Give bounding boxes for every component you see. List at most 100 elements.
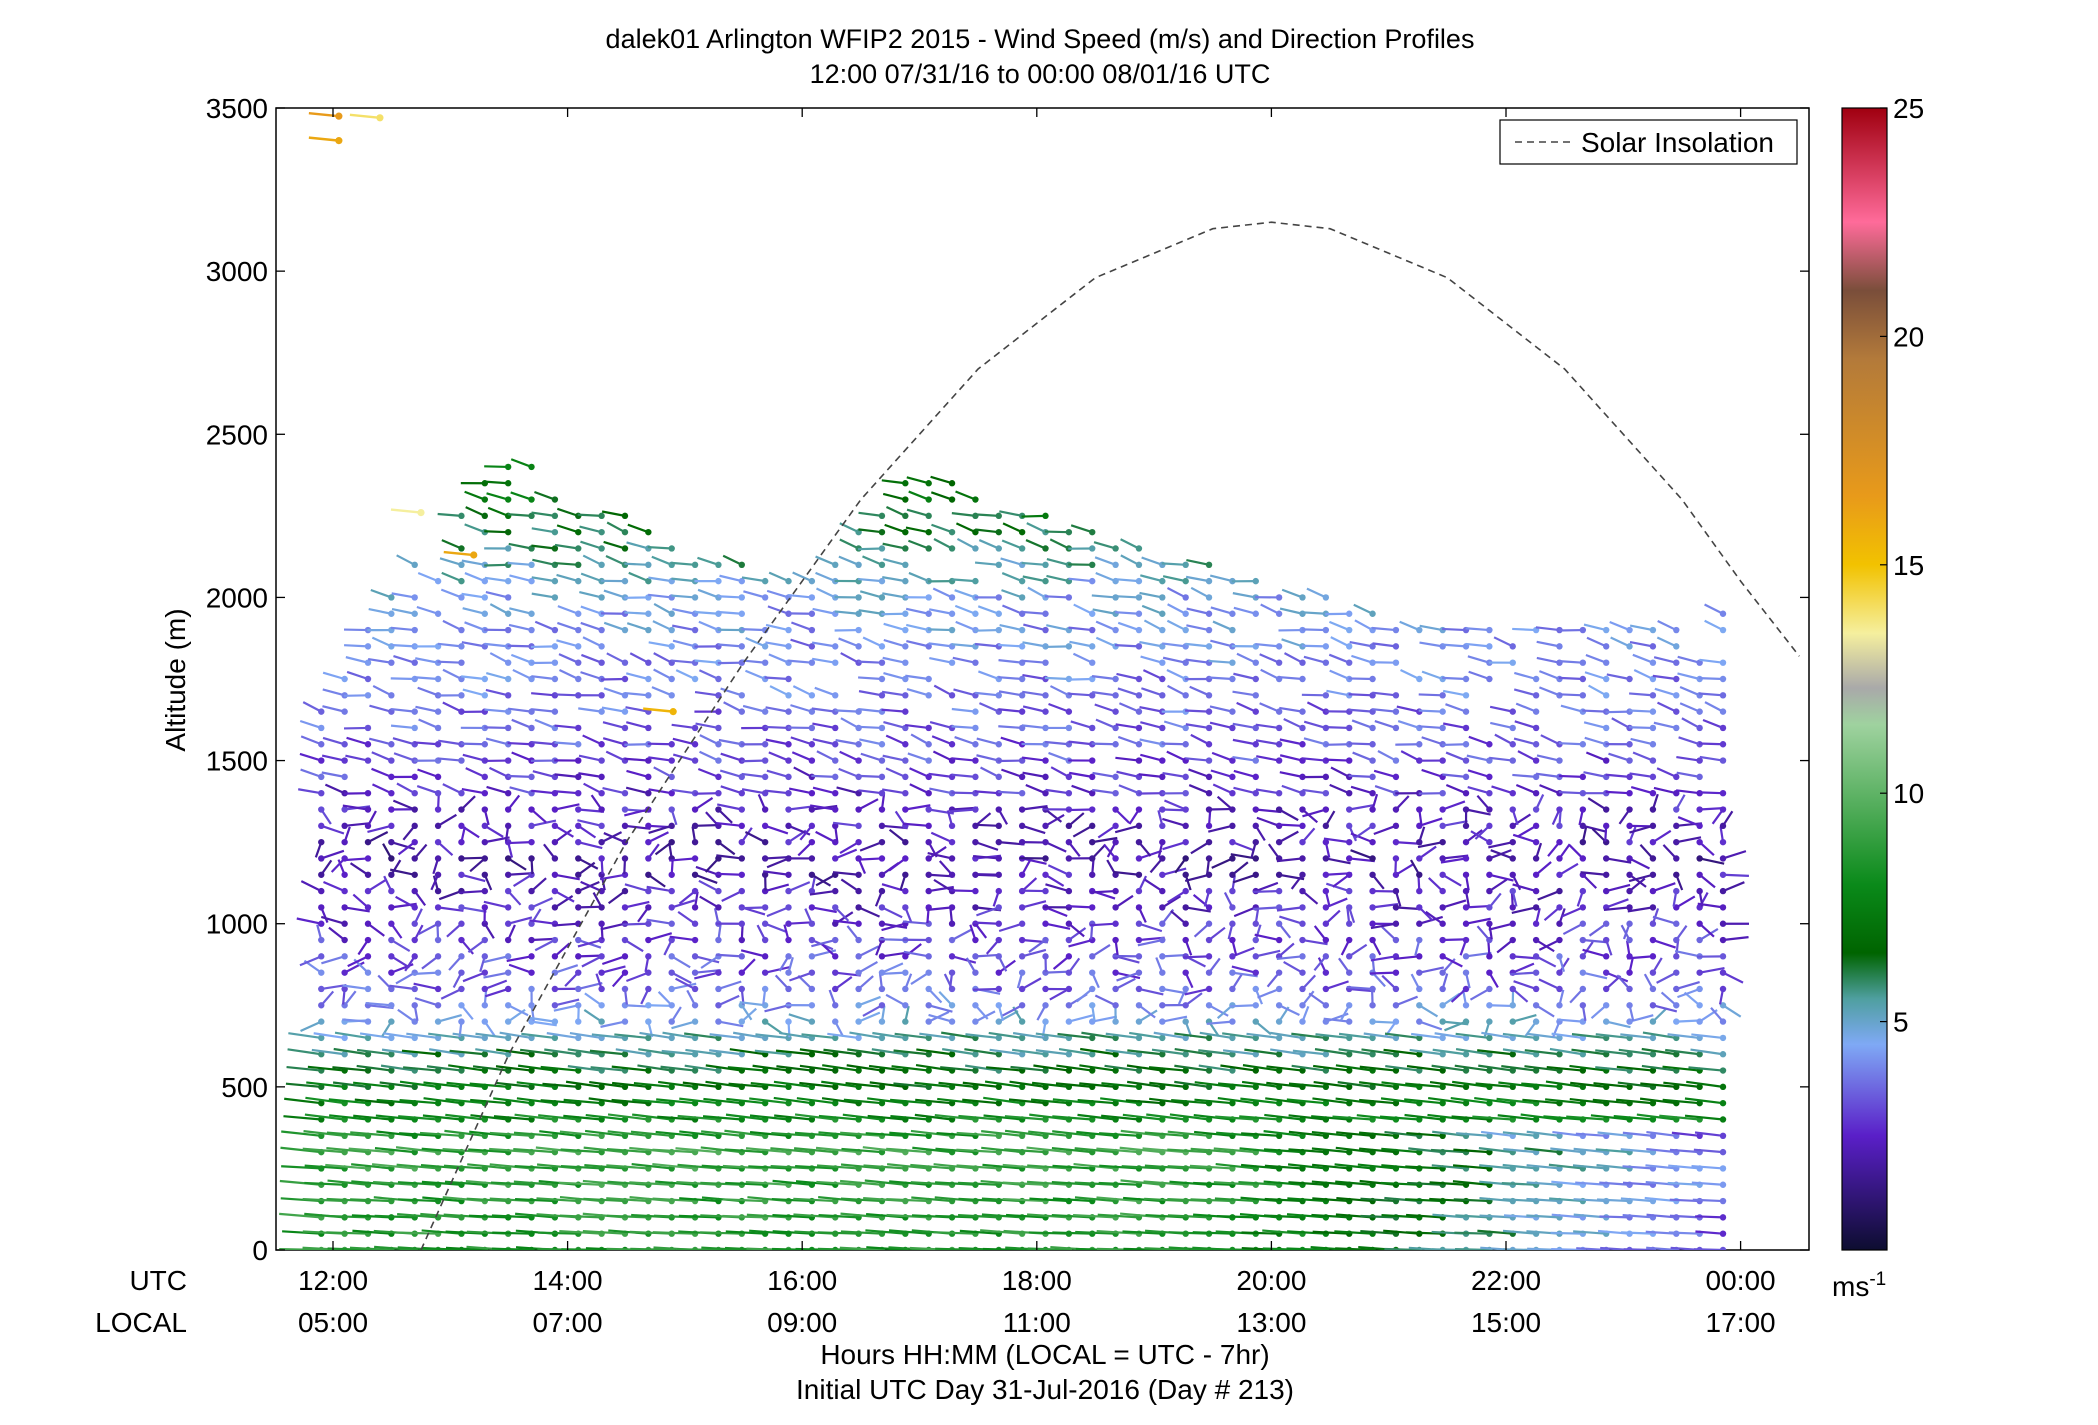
wind-barb <box>719 574 743 583</box>
wind-barb-dot <box>1159 822 1166 830</box>
wind-barb-dot <box>1275 643 1283 650</box>
wind-barb-dot <box>715 741 722 748</box>
wind-barb-dot <box>1229 757 1236 764</box>
wind-barb-dot <box>575 790 582 797</box>
wind-barb <box>885 505 906 517</box>
wind-barb <box>559 1229 602 1235</box>
wind-barb <box>1502 1198 1537 1203</box>
wind-barb <box>1538 978 1560 990</box>
wind-barb <box>1044 873 1065 887</box>
wind-barb <box>869 1081 906 1088</box>
wind-barb-dot <box>808 985 816 993</box>
wind-barb <box>1148 1066 1186 1072</box>
wind-barb-dot <box>995 953 1002 960</box>
wind-barb <box>1166 750 1187 762</box>
wind-barb <box>505 841 532 845</box>
wind-barb <box>1231 965 1257 974</box>
wind-barb-dot <box>504 871 512 878</box>
wind-barb <box>1688 1066 1724 1072</box>
wind-barb-dot <box>1322 1051 1330 1058</box>
wind-barb <box>1161 742 1186 746</box>
wind-barb <box>1210 769 1233 778</box>
wind-barb-dot <box>715 887 722 895</box>
wind-barb-dot <box>1065 773 1073 781</box>
wind-barb-dot <box>1719 757 1727 764</box>
wind-barb <box>1431 1064 1467 1072</box>
wind-barb-dot <box>1042 953 1049 960</box>
wind-barb-dot <box>1205 773 1213 781</box>
wind-barb <box>1465 642 1490 648</box>
wind-barb-dot <box>855 643 862 650</box>
wind-barb <box>951 725 976 730</box>
wind-barb-dot <box>551 887 559 895</box>
wind-barb-dot <box>668 1002 675 1009</box>
wind-barb-dot <box>1696 969 1703 976</box>
wind-barb <box>513 1131 555 1137</box>
wind-barb-dot <box>691 871 699 878</box>
wind-barb <box>428 1032 462 1040</box>
wind-barb-dot <box>318 790 325 797</box>
wind-barb-dot <box>808 822 816 830</box>
wind-barb <box>1588 684 1607 697</box>
wind-barb-dot <box>738 1051 745 1058</box>
wind-barb-dot <box>1322 871 1330 878</box>
wind-barb-dot <box>785 675 792 683</box>
wind-barb <box>507 857 527 871</box>
wind-barb-dot <box>878 1067 886 1074</box>
wind-barb <box>462 688 486 697</box>
wind-barb <box>507 741 532 746</box>
wind-barb <box>1240 1163 1280 1170</box>
wind-barb-dot <box>1135 969 1143 976</box>
wind-barb <box>906 623 929 632</box>
wind-barb <box>1232 738 1256 746</box>
wind-barb <box>857 774 883 778</box>
wind-barb <box>1418 709 1443 713</box>
wind-barb-dot <box>1719 1214 1727 1221</box>
wind-barb-dot <box>575 545 582 552</box>
wind-barb <box>653 766 673 778</box>
wind-barb-dot <box>528 724 535 732</box>
wind-barb-dot <box>504 675 512 683</box>
wind-barb-dot <box>855 1018 862 1025</box>
wind-barb-dot <box>972 1067 979 1074</box>
wind-barb <box>515 1212 555 1219</box>
wind-barb-dot <box>1462 904 1470 911</box>
wind-barb-dot <box>411 806 418 813</box>
wind-barb <box>531 527 556 534</box>
wind-barb <box>1325 980 1349 991</box>
wind-barb <box>1455 1214 1490 1219</box>
wind-barb-dot <box>1719 1181 1727 1188</box>
wind-barb-dot <box>645 1067 652 1074</box>
wind-barb <box>1546 1065 1583 1072</box>
wind-barb <box>1354 619 1374 632</box>
wind-barb-dot <box>1696 838 1703 846</box>
wind-barb-dot <box>1159 692 1166 699</box>
wind-barb <box>578 754 602 762</box>
wind-barb-dot <box>1042 708 1049 715</box>
wind-barb-dot <box>1112 887 1119 895</box>
wind-barb-dot <box>1369 871 1376 878</box>
wind-barb <box>521 1032 556 1040</box>
wind-barb <box>1211 857 1233 869</box>
wind-barb <box>1352 751 1373 762</box>
wind-barb-dot <box>528 887 535 895</box>
wind-barb <box>588 1097 626 1105</box>
wind-barb <box>1360 1229 1397 1235</box>
wind-barb <box>396 1163 439 1170</box>
wind-barb <box>490 1181 532 1186</box>
wind-barb <box>647 593 672 599</box>
wind-barb <box>908 539 930 550</box>
wind-barb-dot <box>481 1002 489 1009</box>
wind-barb-dot <box>528 855 535 862</box>
wind-barb <box>1372 902 1399 909</box>
wind-barb-dot <box>1462 1067 1470 1074</box>
wind-barb <box>1281 588 1303 599</box>
wind-barb <box>974 812 992 827</box>
wind-barb <box>1419 966 1445 974</box>
wind-barb-dot <box>1135 757 1143 764</box>
wind-barb <box>461 641 486 648</box>
wind-barb-dot <box>1299 659 1306 666</box>
wind-barb <box>531 544 556 550</box>
wind-barb-dot <box>1229 806 1236 813</box>
wind-barb <box>928 1013 953 1023</box>
